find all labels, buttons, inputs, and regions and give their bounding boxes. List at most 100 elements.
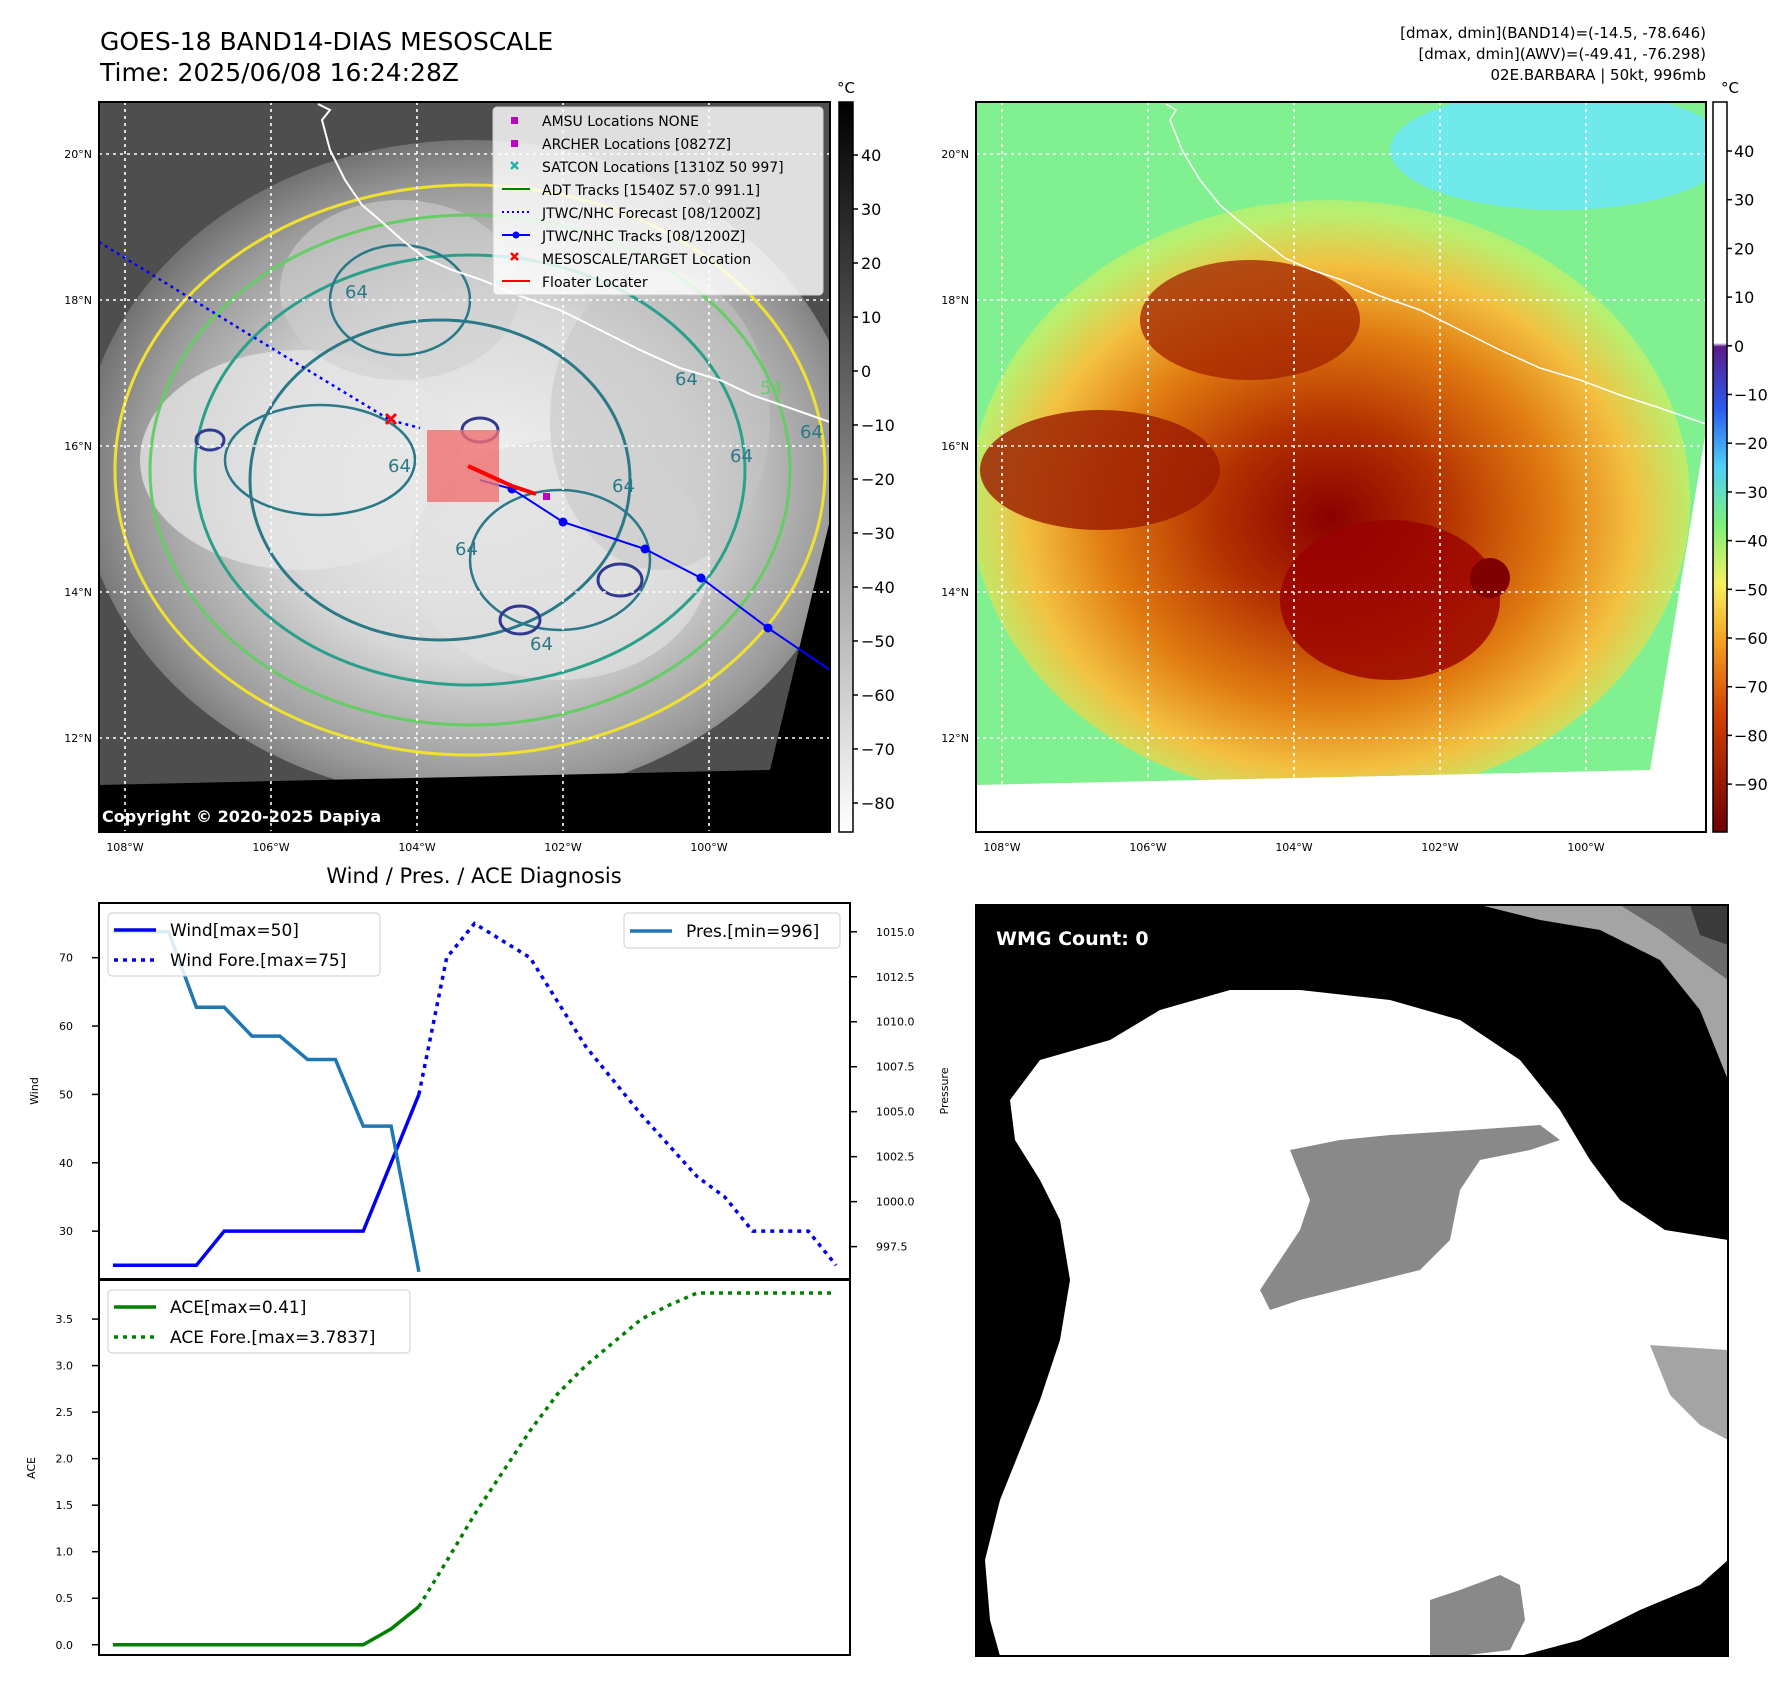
legend-ace-forecast: ACE Fore.[max=3.7837] <box>170 1328 375 1348</box>
dmax-band14-label: [dmax, dmin](BAND14)=(-14.5, -78.646) <box>1400 24 1706 42</box>
ir-lat-labels: 20°N 18°N 16°N 14°N 12°N <box>64 148 92 745</box>
series-line-1-1 <box>417 1291 837 1608</box>
legend-amsu: AMSU Locations NONE <box>542 114 699 130</box>
legend-wind: Wind[max=50] <box>170 921 299 941</box>
pres-ytick-label: 1015.0 <box>876 926 915 939</box>
pres-ytick-label: 997.5 <box>876 1241 908 1254</box>
copyright: Copyright © 2020-2025 Dapiya <box>102 807 381 826</box>
color-colorbar-tick: −30 <box>1734 483 1768 502</box>
legend-archer: ARCHER Locations [0827Z] <box>542 137 731 153</box>
lon-tick-label: 100°W <box>690 841 727 854</box>
ace-ytick-label: 2.0 <box>56 1453 74 1466</box>
contour-label: 54 <box>760 378 783 399</box>
ace-series <box>112 1291 837 1647</box>
color-colorbar-ticks: 40 30 20 10 0 −10 −20 −30 −40 −50 −60 −70 −80 −90 <box>1727 142 1768 794</box>
pres-ytick-label: 1002.5 <box>876 1151 915 1164</box>
wind-ytick-label: 70 <box>59 952 73 965</box>
gray-colorbar-tick: −70 <box>861 740 895 759</box>
legend-wind-forecast: Wind Fore.[max=75] <box>170 951 346 971</box>
gray-colorbar-ticks: 40 30 20 10 0 −10 −20 −30 −40 −50 −60 −70 −80 <box>853 146 895 813</box>
gray-colorbar-tick: −80 <box>861 794 895 813</box>
lat-tick-label: 12°N <box>941 732 969 745</box>
color-colorbar-tick: 0 <box>1734 337 1744 356</box>
lon-tick-label: 106°W <box>1129 841 1166 854</box>
storm-label: 02E.BARBARA | 50kt, 996mb <box>1491 66 1706 84</box>
pres-ytick-label: 1012.5 <box>876 971 915 984</box>
lon-tick-label: 102°W <box>1421 841 1458 854</box>
lon-tick-label: 104°W <box>1275 841 1312 854</box>
contour-label: 64 <box>730 446 753 467</box>
gray-colorbar-tick: 30 <box>861 200 881 219</box>
color-colorbar-tick: −20 <box>1734 434 1768 453</box>
legend-ace: ACE[max=0.41] <box>170 1298 306 1318</box>
lat-tick-label: 16°N <box>941 440 969 453</box>
ace-ytick-label: 1.0 <box>56 1546 74 1559</box>
pres-ytick-label: 1007.5 <box>876 1061 915 1074</box>
gray-colorbar-tick: 20 <box>861 254 881 273</box>
ace-ytick-label: 1.5 <box>56 1499 74 1512</box>
pres-yticks: 997.5 1000.0 1002.5 1005.0 1007.5 1010.0 1012.… <box>850 926 915 1254</box>
legend-floater: Floater Locater <box>542 275 648 291</box>
gray-colorbar-tick: −30 <box>861 524 895 543</box>
wv-map-panel: °C 403020100−10−20−30−40−50−60−70−80−90 … <box>941 79 1768 854</box>
diagnosis-panel: Wind / Pres. / ACE Diagnosis 3040506070 … <box>25 864 951 1656</box>
color-colorbar <box>1712 101 1728 833</box>
legend-target: MESOSCALE/TARGET Location <box>542 252 751 268</box>
wind-ytick-label: 40 <box>59 1157 73 1170</box>
color-colorbar-tick: 10 <box>1734 288 1754 307</box>
gray-colorbar-tick: −20 <box>861 470 895 489</box>
wmg-count: WMG Count: 0 <box>996 928 1149 950</box>
gray-colorbar-tick: 10 <box>861 308 881 327</box>
color-colorbar-tick: −90 <box>1734 775 1768 794</box>
lat-tick-label: 12°N <box>64 732 92 745</box>
lat-tick-label: 20°N <box>941 148 969 161</box>
wind-axis-label: Wind <box>28 1077 41 1105</box>
wind-ytick-label: 30 <box>59 1225 73 1238</box>
series-line-0-0 <box>112 1093 421 1268</box>
gray-colorbar-tick: 40 <box>861 146 881 165</box>
ace-ytick-label: 0.5 <box>56 1592 74 1605</box>
wind-ytick-label: 50 <box>59 1088 73 1101</box>
lon-tick-label: 104°W <box>398 841 435 854</box>
contour-label: 64 <box>388 456 411 477</box>
lon-tick-label: 108°W <box>983 841 1020 854</box>
gray-colorbar <box>838 101 854 833</box>
contour-label: 64 <box>675 369 698 390</box>
series-line-1-0 <box>112 1605 420 1647</box>
lat-tick-label: 18°N <box>941 294 969 307</box>
legend-forecast: JTWC/NHC Forecast [08/1200Z] <box>541 206 761 222</box>
wind-ytick-label: 60 <box>59 1020 73 1033</box>
contour-label: 64 <box>612 476 635 497</box>
pressure-axis-label: Pressure <box>938 1067 951 1114</box>
ace-ytick-label: 2.5 <box>56 1406 74 1419</box>
color-colorbar-tick: −80 <box>1734 726 1768 745</box>
wind-yticks: 30 40 50 60 70 <box>59 952 99 1238</box>
contour-label: 64 <box>800 422 823 443</box>
gray-colorbar-tick: −60 <box>861 686 895 705</box>
color-colorbar-tick: −70 <box>1734 678 1768 697</box>
color-colorbar-tick: 20 <box>1734 239 1754 258</box>
ace-ytick-label: 3.0 <box>56 1360 74 1373</box>
ir-map-panel: 64 54 64 64 64 64 64 64 64 <box>64 79 895 854</box>
ace-yticks: 0.0 0.5 1.0 1.5 2.0 2.5 3.0 3.5 <box>56 1313 99 1652</box>
wmg-panel: WMG Count: 0 <box>975 904 1729 1657</box>
contour-label: 64 <box>455 539 478 560</box>
color-colorbar-tick: 40 <box>1734 142 1754 161</box>
legend-pressure: Pres.[min=996] <box>686 922 819 942</box>
lat-tick-label: 14°N <box>941 586 969 599</box>
ace-ytick-label: 0.0 <box>56 1639 74 1652</box>
ir-lon-labels: 108°W 106°W 104°W 102°W 100°W <box>106 841 727 854</box>
color-colorbar-tick: −50 <box>1734 580 1768 599</box>
wind-legend: Wind[max=50] Wind Fore.[max=75] <box>107 912 381 977</box>
lat-tick-label: 14°N <box>64 586 92 599</box>
pres-ytick-label: 1000.0 <box>876 1196 915 1209</box>
gray-colorbar-tick: −10 <box>861 416 895 435</box>
pres-ytick-label: 1010.0 <box>876 1016 915 1029</box>
contour-label: 64 <box>530 634 553 655</box>
lon-tick-label: 100°W <box>1567 841 1604 854</box>
color-colorbar-tick: 30 <box>1734 191 1754 210</box>
figure-title: GOES-18 BAND14-DIAS MESOSCALE <box>100 27 553 56</box>
diagnosis-title: Wind / Pres. / ACE Diagnosis <box>326 864 621 888</box>
wv-lat-labels: 20°N 18°N 16°N 14°N 12°N <box>941 148 969 745</box>
